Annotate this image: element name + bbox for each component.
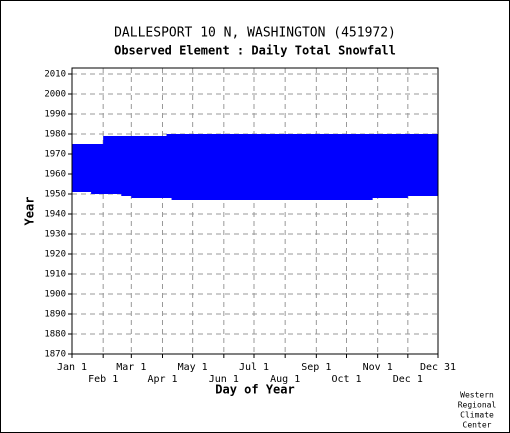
data-bar [121, 194, 439, 196]
y-tick-label: 1880 [44, 330, 66, 340]
data-bar [72, 148, 438, 150]
y-tick-label: 1920 [44, 250, 66, 260]
data-bar [72, 152, 438, 154]
x-tick-label: Feb 1 [88, 374, 118, 385]
data-bar [103, 142, 439, 144]
data-bar [171, 198, 373, 200]
chart-title: DALLESPORT 10 N, WASHINGTON (451972) [114, 26, 396, 41]
x-tick-label: Dec 1 [393, 374, 423, 385]
data-bar [72, 164, 438, 166]
note-line: Center [463, 421, 492, 430]
y-tick-label: 1970 [44, 150, 66, 160]
data-bar [72, 160, 438, 162]
data-bar [72, 166, 438, 168]
x-tick-label: May 1 [178, 362, 208, 373]
data-bar [72, 144, 438, 146]
x-tick-label: Aug 1 [270, 374, 300, 385]
data-bar [72, 158, 438, 160]
data-bar [72, 162, 438, 164]
data-bar [72, 190, 438, 192]
data-bar [72, 174, 438, 176]
data-bar [103, 138, 439, 140]
x-tick-label: Mar 1 [116, 362, 146, 373]
x-tick-label: Sep 1 [301, 362, 331, 373]
data-bar [91, 192, 438, 194]
note-line: Climate [460, 411, 494, 420]
y-tick-label: 1950 [44, 190, 66, 200]
data-bar [72, 154, 438, 156]
note-line: Regional [458, 401, 497, 410]
y-tick-label: 1960 [44, 170, 66, 180]
data-bar [72, 150, 438, 152]
data-bar [72, 180, 438, 182]
x-tick-label: Jan 1 [57, 362, 87, 373]
note-line: Western [460, 391, 494, 400]
data-bar [72, 172, 438, 174]
y-tick-label: 1980 [44, 130, 66, 140]
y-tick-label: 1940 [44, 210, 66, 220]
data-bar [72, 146, 438, 148]
data-bar [103, 140, 439, 142]
x-tick-label: Nov 1 [363, 362, 393, 373]
y-tick-label: 1910 [44, 270, 66, 280]
y-tick-label: 1900 [44, 290, 66, 300]
data-bar [72, 176, 438, 178]
x-tick-label: Dec 31 [420, 362, 456, 373]
data-bar [72, 188, 438, 190]
y-tick-label: 1930 [44, 230, 66, 240]
data-bar [166, 134, 438, 136]
data-bar [72, 168, 438, 170]
y-tick-label: 1890 [44, 310, 66, 320]
data-bar [103, 136, 439, 138]
data-bar [72, 170, 438, 172]
y-tick-label: 2000 [44, 90, 66, 100]
x-tick-label: Jul 1 [239, 362, 269, 373]
data-bar [72, 186, 438, 188]
x-axis-label: Day of Year [215, 383, 294, 397]
data-bar [131, 196, 408, 198]
y-axis-label: Year [23, 197, 37, 226]
data-bar [72, 182, 438, 184]
data-bar [72, 184, 438, 186]
x-tick-label: Apr 1 [147, 374, 177, 385]
y-tick-label: 1990 [44, 110, 66, 120]
data-bar [72, 156, 438, 158]
data-bar [72, 178, 438, 180]
x-tick-label: Jun 1 [209, 374, 239, 385]
y-tick-label: 2010 [44, 70, 66, 80]
x-tick-label: Oct 1 [331, 374, 361, 385]
y-tick-label: 1870 [44, 350, 66, 360]
plot-area [72, 68, 438, 354]
plot-border [71, 67, 439, 355]
chart-subtitle: Observed Element : Daily Total Snowfall [114, 44, 396, 58]
